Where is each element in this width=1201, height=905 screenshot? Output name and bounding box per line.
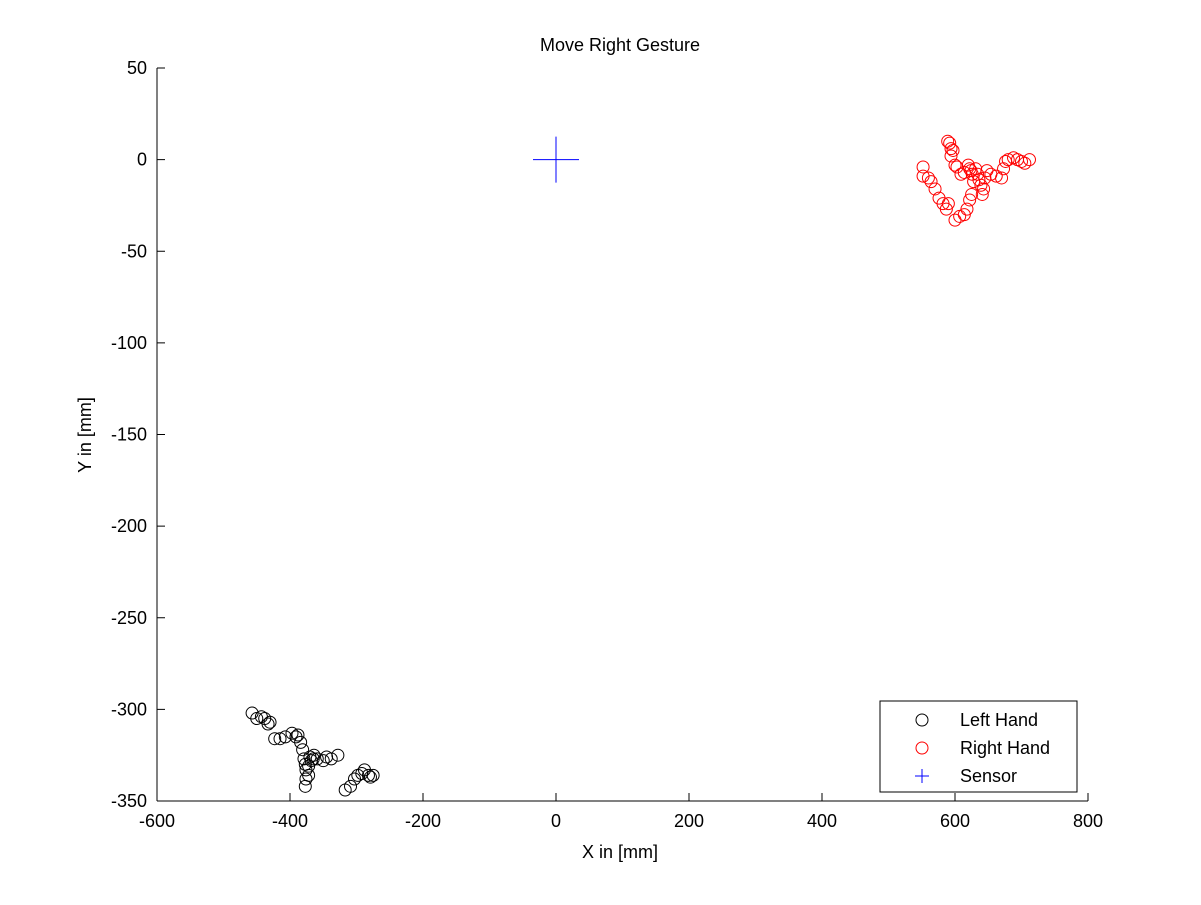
data-point <box>366 768 380 782</box>
x-axis-label: X in [mm] <box>582 842 658 862</box>
data-point <box>939 202 953 216</box>
data-point <box>361 768 375 782</box>
legend-label: Left Hand <box>960 710 1038 730</box>
data-point <box>924 175 938 189</box>
y-tick-label: -50 <box>121 241 147 261</box>
data-point <box>948 158 962 172</box>
data-point <box>294 735 308 749</box>
chart-title: Move Right Gesture <box>540 35 700 55</box>
legend-label: Sensor <box>960 766 1017 786</box>
data-point <box>263 715 277 729</box>
data-point <box>296 743 310 757</box>
legend-box <box>879 700 1078 793</box>
data-point <box>261 717 275 731</box>
data-point <box>268 732 282 746</box>
data-point <box>316 754 330 768</box>
data-point <box>946 143 960 157</box>
series-left-hand <box>245 706 380 797</box>
data-point <box>324 752 338 766</box>
axis-ticks <box>156 67 1089 802</box>
y-tick-label: -150 <box>111 425 147 445</box>
data-point <box>965 187 979 201</box>
series-sensor <box>533 136 579 183</box>
data-point <box>291 728 305 742</box>
data-point <box>944 149 958 163</box>
data-point <box>921 171 935 185</box>
data-point <box>344 779 358 793</box>
y-tick-label: -250 <box>111 608 147 628</box>
data-point <box>943 136 957 150</box>
data-point <box>928 182 942 196</box>
data-point <box>331 748 345 762</box>
x-tick-label: -200 <box>405 811 441 831</box>
legend-entry: Sensor <box>915 766 1017 786</box>
x-tick-label: 200 <box>674 811 704 831</box>
y-tick-label: 0 <box>137 150 147 170</box>
data-point <box>273 732 287 746</box>
data-point <box>974 178 988 192</box>
data-point <box>960 202 974 216</box>
data-point <box>278 730 292 744</box>
data-point <box>916 160 930 174</box>
x-tick-label: 0 <box>551 811 561 831</box>
x-tick-label: -400 <box>272 811 308 831</box>
legend-label: Right Hand <box>960 738 1050 758</box>
y-tick-label: -350 <box>111 791 147 811</box>
x-tick-label: -600 <box>139 811 175 831</box>
data-point <box>310 752 324 766</box>
legend: Left Hand Right Hand Sensor <box>879 700 1078 793</box>
x-tick-label: 600 <box>940 811 970 831</box>
y-tick-label: 50 <box>127 58 147 78</box>
data-point <box>977 182 991 196</box>
x-tick-label: 800 <box>1073 811 1103 831</box>
y-tick-label: -100 <box>111 333 147 353</box>
y-tick-label: -300 <box>111 699 147 719</box>
y-tick-label: -200 <box>111 516 147 536</box>
data-point <box>533 136 579 183</box>
data-point <box>302 768 316 782</box>
data-point <box>963 193 977 207</box>
data-point <box>1022 153 1036 167</box>
data-point <box>975 187 989 201</box>
data-point <box>944 142 958 156</box>
data-point <box>363 770 377 784</box>
legend-marker <box>915 741 929 755</box>
data-point <box>989 169 1003 183</box>
data-point <box>941 197 955 211</box>
y-axis-label: Y in [mm] <box>75 397 95 473</box>
plot-area <box>157 68 1088 801</box>
series-right-hand <box>916 134 1036 227</box>
data-point <box>299 772 313 786</box>
legend-entry: Left Hand <box>915 710 1038 730</box>
data-point <box>1001 153 1015 167</box>
data-point <box>1015 154 1028 168</box>
data-point <box>285 726 299 740</box>
data-point <box>297 752 311 766</box>
legend-entry: Right Hand <box>915 738 1050 758</box>
data-point <box>995 171 1009 185</box>
legend-marker <box>915 713 929 727</box>
data-marks <box>245 134 1036 797</box>
x-tick-label: 400 <box>807 811 837 831</box>
data-point <box>1018 156 1032 170</box>
axis-tick-labels: -600 -400 -200 0 200 400 600 800 50 0 -50 -100 -150 -… <box>111 58 1103 831</box>
